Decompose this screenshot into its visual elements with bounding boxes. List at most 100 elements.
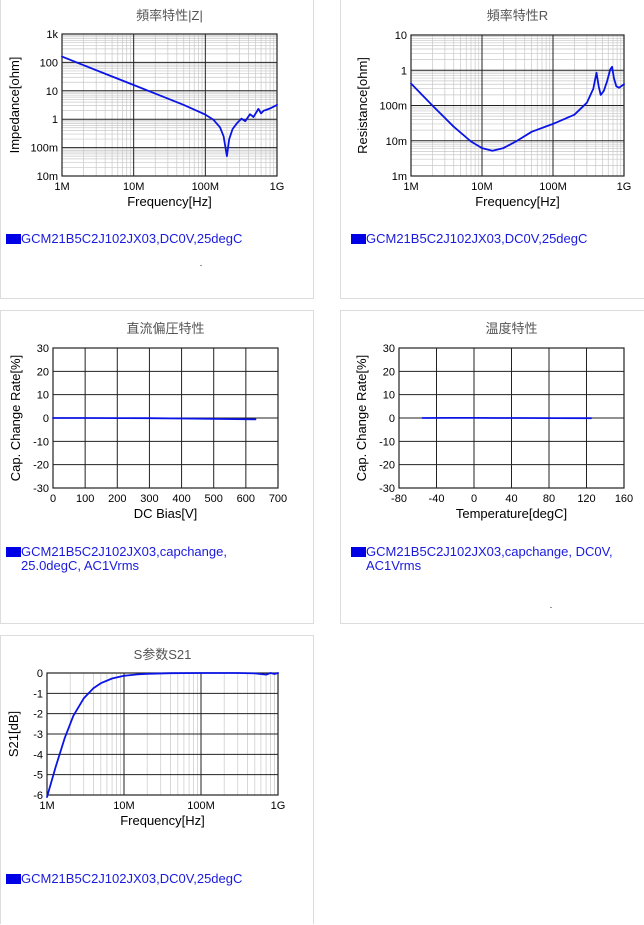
y-tick-label: 0 bbox=[389, 413, 395, 425]
y-tick-label: -30 bbox=[379, 483, 395, 495]
x-tick-label: 0 bbox=[50, 493, 56, 505]
legend-resistance: GCM21B5C2J102JX03,DC0V,25degC bbox=[351, 232, 587, 246]
legend-swatch bbox=[6, 234, 21, 244]
y-tick-label: 10m bbox=[386, 136, 407, 148]
x-tick-label: 40 bbox=[505, 493, 517, 505]
x-tick-label: 10M bbox=[113, 800, 134, 812]
x-tick-label: 10M bbox=[471, 181, 492, 193]
x-tick-label: 700 bbox=[269, 493, 287, 505]
y-tick-label: -4 bbox=[33, 749, 43, 761]
minor-grid bbox=[62, 34, 277, 176]
x-tick-label: 80 bbox=[543, 493, 555, 505]
x-tick-label: 10M bbox=[123, 181, 144, 193]
y-tick-label: 10 bbox=[37, 390, 49, 402]
x-tick-label: 400 bbox=[172, 493, 190, 505]
y-tick-label: -10 bbox=[33, 436, 49, 448]
y-tick-label: -20 bbox=[33, 460, 49, 472]
y-tick-label: -30 bbox=[33, 483, 49, 495]
x-tick-label: 100M bbox=[192, 181, 220, 193]
legend-s21: GCM21B5C2J102JX03,DC0V,25degC bbox=[6, 872, 242, 886]
major-grid bbox=[47, 673, 278, 795]
chart-title: 直流偏圧特性 bbox=[126, 321, 204, 336]
legend-impedance: GCM21B5C2J102JX03,DC0V,25degC bbox=[6, 232, 242, 246]
chart-title: S参数S21 bbox=[134, 647, 192, 662]
y-tick-label: 0 bbox=[37, 668, 43, 680]
y-tick-label: 20 bbox=[37, 366, 49, 378]
x-axis-label: Frequency[Hz] bbox=[127, 194, 212, 209]
x-tick-label: 160 bbox=[615, 493, 633, 505]
y-tick-label: 100 bbox=[40, 57, 58, 69]
x-tick-label: 100M bbox=[187, 800, 215, 812]
y-tick-label: 1 bbox=[401, 65, 407, 77]
chart-title: 頻率特性R bbox=[487, 8, 548, 23]
x-tick-label: 1G bbox=[617, 181, 632, 193]
y-tick-label: 0 bbox=[43, 413, 49, 425]
x-tick-label: 500 bbox=[205, 493, 223, 505]
y-tick-label: 10 bbox=[395, 30, 407, 42]
x-axis-label: Frequency[Hz] bbox=[475, 194, 560, 209]
y-axis-label: Cap. Change Rate[%] bbox=[8, 355, 23, 481]
major-grid bbox=[62, 34, 277, 176]
divider-dot bbox=[200, 265, 202, 266]
y-tick-label: 10 bbox=[46, 86, 58, 98]
y-tick-label: -20 bbox=[379, 460, 395, 472]
x-tick-label: 100M bbox=[539, 181, 567, 193]
chart-title: 頻率特性|Z| bbox=[136, 8, 203, 23]
y-axis-label: Cap. Change Rate[%] bbox=[354, 355, 369, 481]
y-tick-label: -2 bbox=[33, 709, 43, 721]
legend-label: GCM21B5C2J102JX03,DC0V,25degC bbox=[21, 872, 242, 886]
y-axis-label: Impedance[ohm] bbox=[7, 57, 22, 154]
series-line bbox=[53, 418, 256, 419]
y-tick-label: 1m bbox=[392, 171, 407, 183]
x-tick-label: 1G bbox=[270, 181, 285, 193]
y-tick-label: -10 bbox=[379, 436, 395, 448]
y-tick-label: -3 bbox=[33, 729, 43, 741]
legend-swatch bbox=[6, 874, 21, 884]
x-axis-label: Frequency[Hz] bbox=[120, 813, 205, 828]
legend-swatch bbox=[351, 547, 366, 557]
y-tick-label: 1k bbox=[46, 29, 58, 41]
legend-temperature: GCM21B5C2J102JX03,capchange, DC0V, AC1Vr… bbox=[351, 545, 613, 573]
x-tick-label: 300 bbox=[140, 493, 158, 505]
legend-label: GCM21B5C2J102JX03,DC0V,25degC bbox=[366, 232, 587, 246]
y-tick-label: 20 bbox=[383, 366, 395, 378]
legend-swatch bbox=[351, 234, 366, 244]
legend-swatch bbox=[6, 547, 21, 557]
x-tick-label: -40 bbox=[429, 493, 445, 505]
x-tick-label: 0 bbox=[471, 493, 477, 505]
series-line bbox=[62, 57, 277, 157]
legend-dc-bias: GCM21B5C2J102JX03,capchange, 25.0degC, A… bbox=[6, 545, 227, 573]
y-tick-label: 30 bbox=[37, 343, 49, 355]
y-tick-label: 1 bbox=[52, 114, 58, 126]
y-axis-label: Resistance[ohm] bbox=[355, 57, 370, 154]
y-tick-label: 10 bbox=[383, 390, 395, 402]
divider-dot bbox=[550, 607, 552, 608]
x-tick-label: 120 bbox=[577, 493, 595, 505]
y-tick-label: 100m bbox=[30, 143, 58, 155]
y-tick-label: -1 bbox=[33, 688, 43, 700]
series-line bbox=[47, 673, 278, 797]
x-axis-label: Temperature[degC] bbox=[456, 506, 567, 521]
x-tick-label: 100 bbox=[76, 493, 94, 505]
y-axis-label: S21[dB] bbox=[6, 711, 21, 757]
x-tick-label: 600 bbox=[237, 493, 255, 505]
y-tick-label: -5 bbox=[33, 770, 43, 782]
y-tick-label: -6 bbox=[33, 790, 43, 802]
legend-label: GCM21B5C2J102JX03,capchange, 25.0degC, A… bbox=[21, 545, 227, 573]
y-tick-label: 30 bbox=[383, 343, 395, 355]
chart-title: 温度特性 bbox=[485, 321, 537, 336]
x-tick-label: 1G bbox=[271, 800, 286, 812]
legend-label: GCM21B5C2J102JX03,capchange, DC0V, AC1Vr… bbox=[366, 545, 613, 573]
legend-label: GCM21B5C2J102JX03,DC0V,25degC bbox=[21, 232, 242, 246]
plot-frame bbox=[62, 34, 277, 176]
y-tick-label: 100m bbox=[379, 101, 407, 113]
